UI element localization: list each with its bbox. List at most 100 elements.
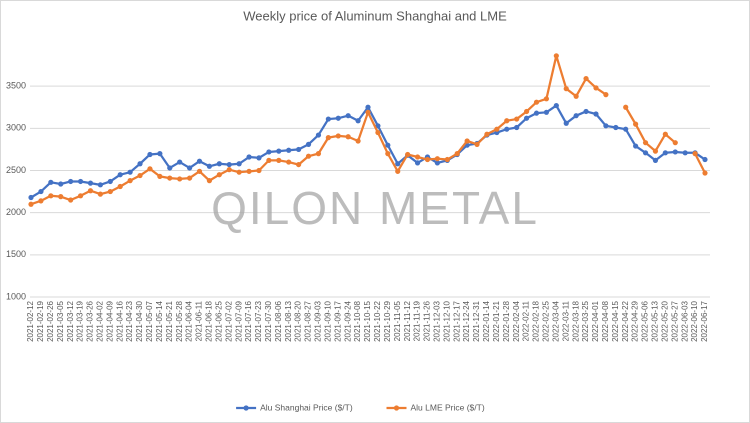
x-tick-label: 2021-11-19 (413, 300, 422, 341)
x-tick-label: 2021-12-03 (432, 300, 441, 341)
data-point (246, 154, 252, 160)
data-point (87, 188, 94, 194)
y-tick-label: 2500 (6, 165, 26, 175)
data-point (365, 104, 371, 110)
data-point (385, 151, 391, 157)
x-tick-label: 2021-04-23 (125, 300, 134, 341)
data-point (266, 157, 272, 163)
data-point (127, 178, 133, 184)
data-point (276, 157, 282, 163)
chart-title: Weekly price of Aluminum Shanghai and LM… (243, 8, 507, 23)
x-tick-label: 2021-12-31 (472, 300, 481, 341)
data-point (583, 75, 589, 82)
data-point (613, 124, 619, 131)
x-tick-label: 2022-03-25 (581, 300, 590, 341)
data-point (147, 151, 153, 158)
data-point (186, 165, 193, 171)
data-point (375, 129, 381, 136)
data-point (117, 172, 123, 178)
data-point (682, 150, 688, 156)
x-tick-label: 2021-04-02 (95, 300, 104, 341)
data-point (563, 86, 569, 92)
data-point (702, 170, 708, 176)
data-point (533, 99, 540, 105)
data-point (315, 132, 322, 138)
x-tick-label: 2022-02-18 (532, 300, 541, 341)
x-tick-label: 2021-12-10 (442, 300, 451, 341)
y-tick-label: 1000 (6, 291, 26, 301)
data-point (226, 167, 232, 173)
data-point (623, 104, 629, 110)
data-point (642, 140, 649, 146)
legend-marker (393, 405, 400, 411)
data-point (365, 109, 371, 115)
x-tick-label: 2022-03-18 (571, 300, 580, 341)
data-point (662, 131, 668, 137)
x-tick-label: 2022-02-25 (542, 300, 551, 341)
data-point (355, 138, 361, 144)
x-tick-label: 2021-09-24 (343, 300, 352, 341)
x-tick-label: 2022-01-21 (492, 300, 501, 341)
data-point (375, 123, 381, 129)
data-point (494, 126, 500, 132)
data-point (177, 159, 183, 165)
x-tick-label: 2022-04-15 (611, 300, 620, 341)
x-tick-label: 2022-03-04 (551, 300, 560, 341)
data-point (147, 166, 153, 172)
data-point (345, 113, 351, 119)
data-point (167, 165, 173, 171)
x-tick-label: 2022-05-27 (670, 300, 679, 341)
data-point (514, 124, 520, 131)
x-tick-label: 2021-04-16 (115, 300, 124, 341)
data-point (553, 53, 559, 59)
data-point (87, 180, 94, 186)
x-tick-label: 2021-06-18 (205, 300, 214, 341)
data-point (523, 108, 530, 115)
data-point (464, 138, 470, 144)
x-tick-label: 2022-06-17 (700, 300, 709, 341)
x-tick-label: 2022-02-11 (522, 300, 531, 341)
data-point (563, 120, 569, 126)
x-tick-label: 2021-09-17 (333, 300, 342, 341)
data-point (652, 148, 659, 154)
data-point (385, 142, 391, 148)
data-point (296, 161, 302, 168)
x-tick-label: 2021-03-19 (76, 300, 85, 341)
data-point (286, 159, 292, 165)
data-point (434, 160, 440, 166)
data-point (28, 201, 34, 207)
x-tick-label: 2021-06-04 (185, 300, 194, 341)
x-tick-label: 2021-11-26 (423, 300, 432, 341)
x-tick-label: 2021-07-16 (244, 300, 253, 341)
x-tick-label: 2021-05-07 (145, 300, 154, 341)
x-tick-label: 2022-05-20 (660, 300, 669, 341)
data-point (305, 153, 312, 159)
data-point (504, 118, 510, 124)
y-tick-label: 2000 (6, 207, 26, 217)
data-point (58, 194, 64, 200)
x-tick-label: 2021-03-05 (56, 300, 65, 341)
x-tick-label: 2022-01-28 (502, 300, 511, 341)
data-point (68, 197, 74, 203)
legend-marker (243, 405, 249, 411)
data-point (38, 198, 44, 204)
data-point (533, 110, 540, 116)
data-point (652, 157, 659, 163)
x-tick-label: 2021-12-24 (462, 300, 471, 341)
data-point (325, 116, 331, 122)
x-tick-label: 2021-02-26 (46, 300, 55, 341)
data-point (196, 168, 203, 174)
data-point (206, 163, 213, 169)
x-tick-label: 2021-06-11 (195, 300, 204, 341)
data-point (206, 178, 213, 184)
x-tick-label: 2021-10-29 (383, 300, 392, 341)
data-point (702, 156, 708, 163)
data-point (484, 131, 490, 137)
data-point (543, 109, 550, 115)
data-point (633, 121, 639, 127)
x-tick-label: 2021-09-03 (314, 300, 323, 341)
data-point (405, 151, 411, 158)
data-point (593, 111, 599, 117)
legend-label: Alu LME Price ($/T) (411, 402, 485, 412)
